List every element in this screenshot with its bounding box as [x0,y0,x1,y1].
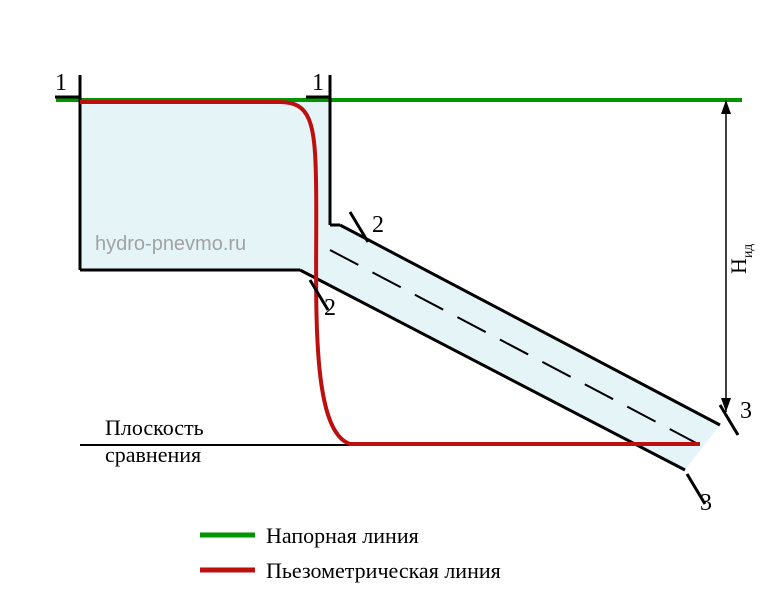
pipe-bottom-edge [300,270,685,470]
section-label-s3b: 3 [700,490,712,516]
hydraulics-diagram: 1 1 2 2 3 3 Hид Плоскостьсравнения hydro-pnevmo.… [0,0,780,604]
section-label-s3a: 3 [740,398,752,424]
section-label-s1a: 1 [55,70,67,96]
datum-label-1: Плоскость [105,415,204,440]
section-tick-s3a [720,405,738,435]
svg-text:H: H [726,258,751,274]
pipe-top-edge [340,225,720,425]
section-label-s2a: 2 [372,212,384,238]
section-label-s1b: 1 [312,70,324,96]
watermark: hydro-pnevmo.ru [95,233,246,255]
legend-label-piezo: Пьезометрическая линия [266,558,501,583]
section-label-s2b: 2 [324,295,336,321]
pipe-centerline [330,250,700,445]
h-id-label: Hид [726,244,755,274]
legend-label-pressure: Напорная линия [266,523,419,548]
svg-text:ид: ид [740,244,755,258]
datum-label-2: сравнения [105,442,201,467]
h-arrowhead-top [721,100,731,114]
